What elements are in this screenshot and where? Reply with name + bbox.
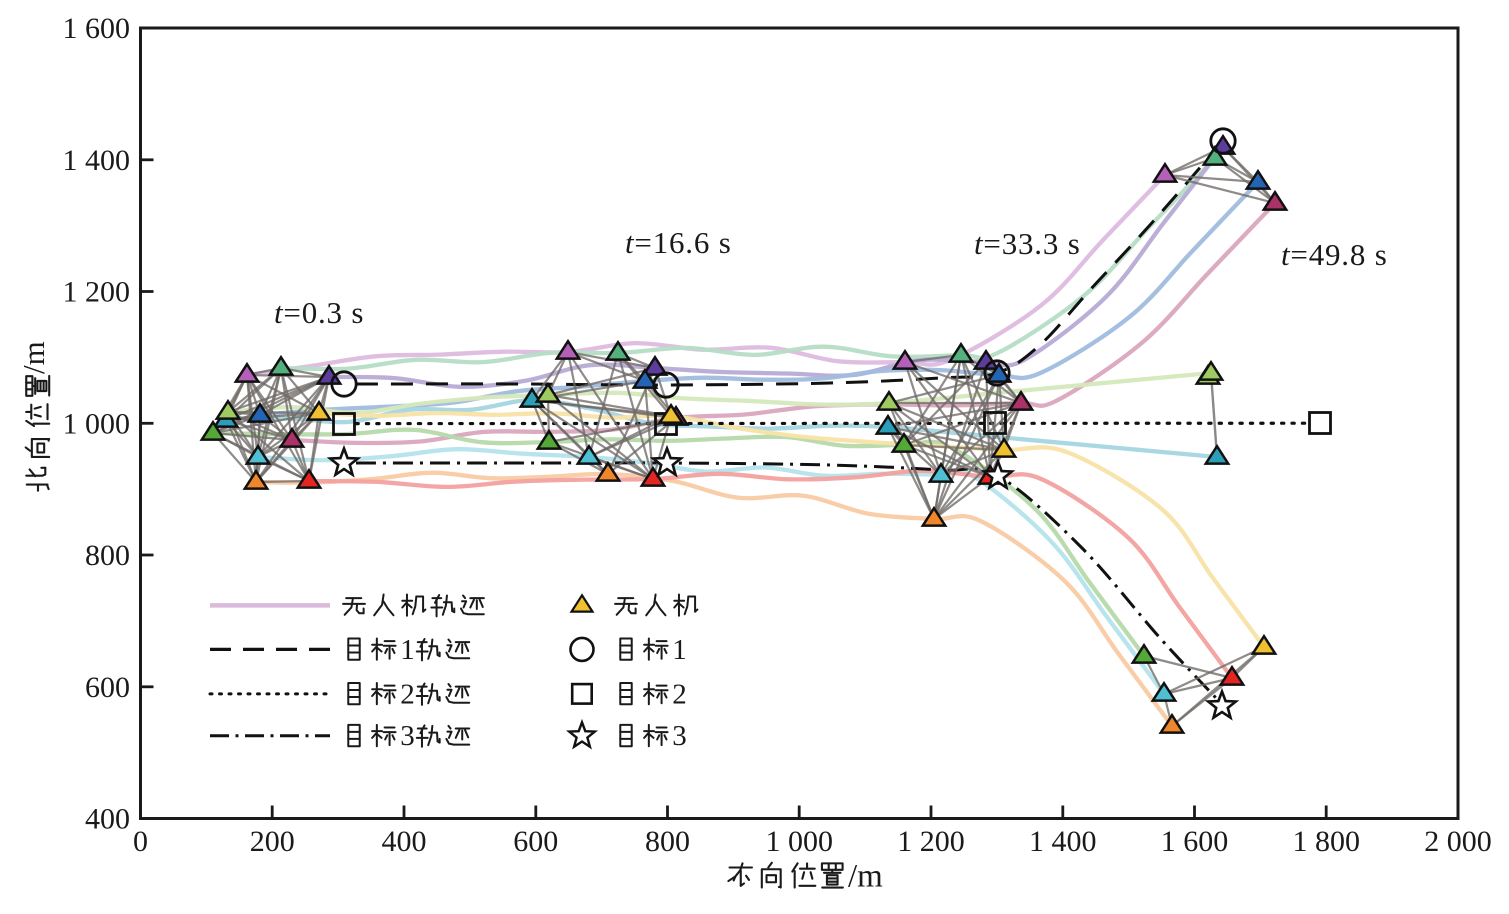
svg-text:3: 3 — [672, 720, 687, 752]
svg-text:1: 1 — [672, 634, 687, 666]
svg-text:600: 600 — [85, 671, 130, 704]
svg-text:t=33.3 s: t=33.3 s — [974, 226, 1081, 261]
svg-text:2 000: 2 000 — [1424, 825, 1492, 858]
svg-text:1 000: 1 000 — [765, 825, 833, 858]
svg-text:1 600: 1 600 — [63, 12, 131, 45]
svg-text:1: 1 — [400, 634, 415, 666]
svg-text:1 400: 1 400 — [63, 144, 131, 177]
svg-text:2: 2 — [672, 678, 687, 710]
svg-text:1 200: 1 200 — [897, 825, 965, 858]
svg-text:1 600: 1 600 — [1161, 825, 1229, 858]
svg-text:800: 800 — [645, 825, 690, 858]
svg-text:2: 2 — [400, 678, 415, 710]
svg-text:1 200: 1 200 — [63, 276, 131, 309]
svg-text:t=49.8 s: t=49.8 s — [1281, 237, 1388, 272]
svg-text:t=0.3 s: t=0.3 s — [274, 295, 364, 330]
svg-text:800: 800 — [85, 539, 130, 572]
svg-text:400: 400 — [85, 803, 130, 836]
svg-text:/m: /m — [848, 858, 883, 894]
svg-text:/m: /m — [16, 341, 51, 374]
svg-text:0: 0 — [133, 825, 148, 858]
svg-text:3: 3 — [400, 720, 415, 752]
svg-text:1 800: 1 800 — [1292, 825, 1360, 858]
svg-text:1 000: 1 000 — [63, 407, 131, 440]
svg-text:200: 200 — [250, 825, 295, 858]
svg-text:t=16.6 s: t=16.6 s — [625, 225, 732, 260]
svg-text:1 400: 1 400 — [1029, 825, 1097, 858]
svg-text:600: 600 — [513, 825, 558, 858]
svg-text:400: 400 — [382, 825, 427, 858]
